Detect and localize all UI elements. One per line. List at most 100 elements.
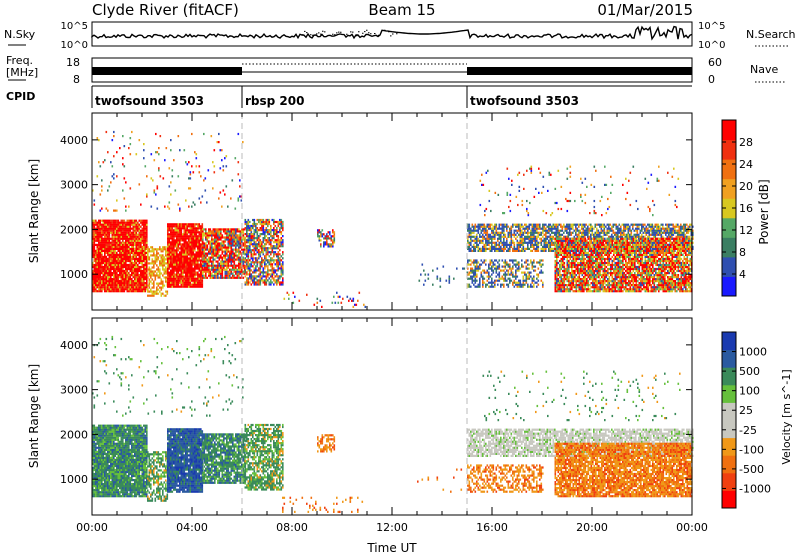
backscatter-cell: [186, 255, 189, 258]
backscatter-cell: [470, 249, 472, 252]
backscatter-cell: [123, 223, 126, 226]
backscatter-cell: [96, 255, 99, 258]
backscatter-cell: [188, 283, 190, 286]
backscatter-cell: [495, 229, 498, 232]
backscatter-cell: [188, 245, 190, 248]
backscatter-cell: [241, 258, 243, 261]
backscatter-cell: [253, 243, 256, 246]
backscatter-cell: [476, 243, 478, 246]
backscatter-cell: [176, 235, 178, 238]
backscatter-cell: [486, 223, 489, 226]
backscatter-cell: [252, 255, 254, 258]
backscatter-cell: [239, 238, 242, 241]
backscatter-cell: [200, 175, 202, 178]
backscatter-cell: [108, 257, 111, 261]
backscatter-cell: [147, 256, 149, 259]
backscatter-cell: [211, 256, 213, 259]
backscatter-cell: [144, 165, 147, 168]
backscatter-cell: [113, 223, 115, 226]
backscatter-cell: [221, 236, 224, 239]
backscatter-cell: [482, 247, 484, 250]
backscatter-cell: [224, 228, 227, 231]
backscatter-cell: [134, 261, 136, 265]
backscatter-cell: [564, 241, 567, 244]
backscatter-cell: [125, 241, 127, 244]
backscatter-cell: [132, 290, 135, 293]
backscatter-cell: [119, 233, 121, 236]
backscatter-cell: [119, 253, 121, 256]
backscatter-cell: [194, 283, 196, 286]
backscatter-cell: [116, 286, 118, 289]
backscatter-cell: [163, 262, 166, 265]
backscatter-cell: [507, 233, 510, 236]
backscatter-cell: [177, 241, 180, 244]
backscatter-cell: [267, 273, 269, 276]
backscatter-cell: [209, 230, 212, 233]
backscatter-cell: [327, 231, 330, 234]
backscatter-cell: [129, 257, 132, 261]
backscatter-cell: [182, 251, 184, 254]
backscatter-cell: [615, 233, 618, 236]
backscatter-cell: [102, 274, 105, 277]
backscatter-cell: [137, 280, 139, 283]
backscatter-cell: [573, 247, 576, 250]
backscatter-cell: [111, 175, 114, 178]
backscatter-cell: [93, 237, 96, 240]
backscatter-cell: [114, 231, 117, 234]
backscatter-cell: [264, 255, 266, 258]
backscatter-cell: [255, 281, 257, 284]
backscatter-cell: [503, 241, 505, 244]
backscatter-cell: [327, 243, 330, 246]
backscatter-cell: [174, 233, 177, 236]
backscatter-cell: [182, 253, 184, 256]
backscatter-cell: [244, 250, 246, 253]
backscatter-cell: [294, 295, 296, 298]
backscatter-cell: [317, 233, 319, 236]
backscatter-cell: [212, 268, 215, 271]
backscatter-cell: [225, 165, 228, 168]
backscatter-cell: [98, 235, 100, 238]
backscatter-cell: [215, 232, 218, 235]
backscatter-cell: [226, 268, 228, 271]
backscatter-cell: [188, 231, 190, 234]
backscatter-cell: [214, 246, 216, 249]
backscatter-cell: [246, 273, 248, 276]
backscatter-cell: [638, 241, 640, 244]
backscatter-cell: [111, 229, 114, 232]
backscatter-cell: [159, 270, 161, 273]
backscatter-cell: [116, 235, 118, 238]
backscatter-cell: [525, 225, 528, 228]
backscatter-cell: [217, 228, 219, 231]
backscatter-cell: [128, 237, 130, 240]
backscatter-cell: [468, 243, 471, 246]
backscatter-cell: [191, 285, 193, 288]
backscatter-cell: [157, 248, 160, 251]
backscatter-cell: [609, 223, 612, 226]
backscatter-cell: [280, 275, 283, 278]
backscatter-cell: [168, 235, 171, 238]
backscatter-cell: [177, 237, 180, 240]
backscatter-cell: [277, 251, 280, 254]
backscatter-cell: [225, 155, 228, 158]
backscatter-cell: [470, 241, 472, 244]
backscatter-cell: [525, 237, 528, 240]
backscatter-cell: [445, 279, 448, 282]
backscatter-cell: [197, 283, 199, 286]
backscatter-cell: [163, 248, 166, 251]
backscatter-cell: [255, 275, 257, 278]
backscatter-cell: [555, 223, 558, 226]
backscatter-cell: [507, 243, 510, 246]
backscatter-cell: [591, 225, 594, 228]
backscatter-cell: [126, 284, 129, 287]
backscatter-cell: [555, 225, 558, 228]
backscatter-cell: [483, 237, 486, 240]
backscatter-cell: [148, 250, 151, 253]
backscatter-cell: [125, 243, 127, 246]
backscatter-cell: [575, 223, 577, 226]
backscatter-cell: [147, 294, 149, 297]
backscatter-cell: [123, 269, 126, 273]
backscatter-cell: [205, 236, 207, 239]
backscatter-cell: [125, 261, 127, 265]
backscatter-cell: [256, 279, 259, 282]
backscatter-cell: [229, 272, 231, 275]
